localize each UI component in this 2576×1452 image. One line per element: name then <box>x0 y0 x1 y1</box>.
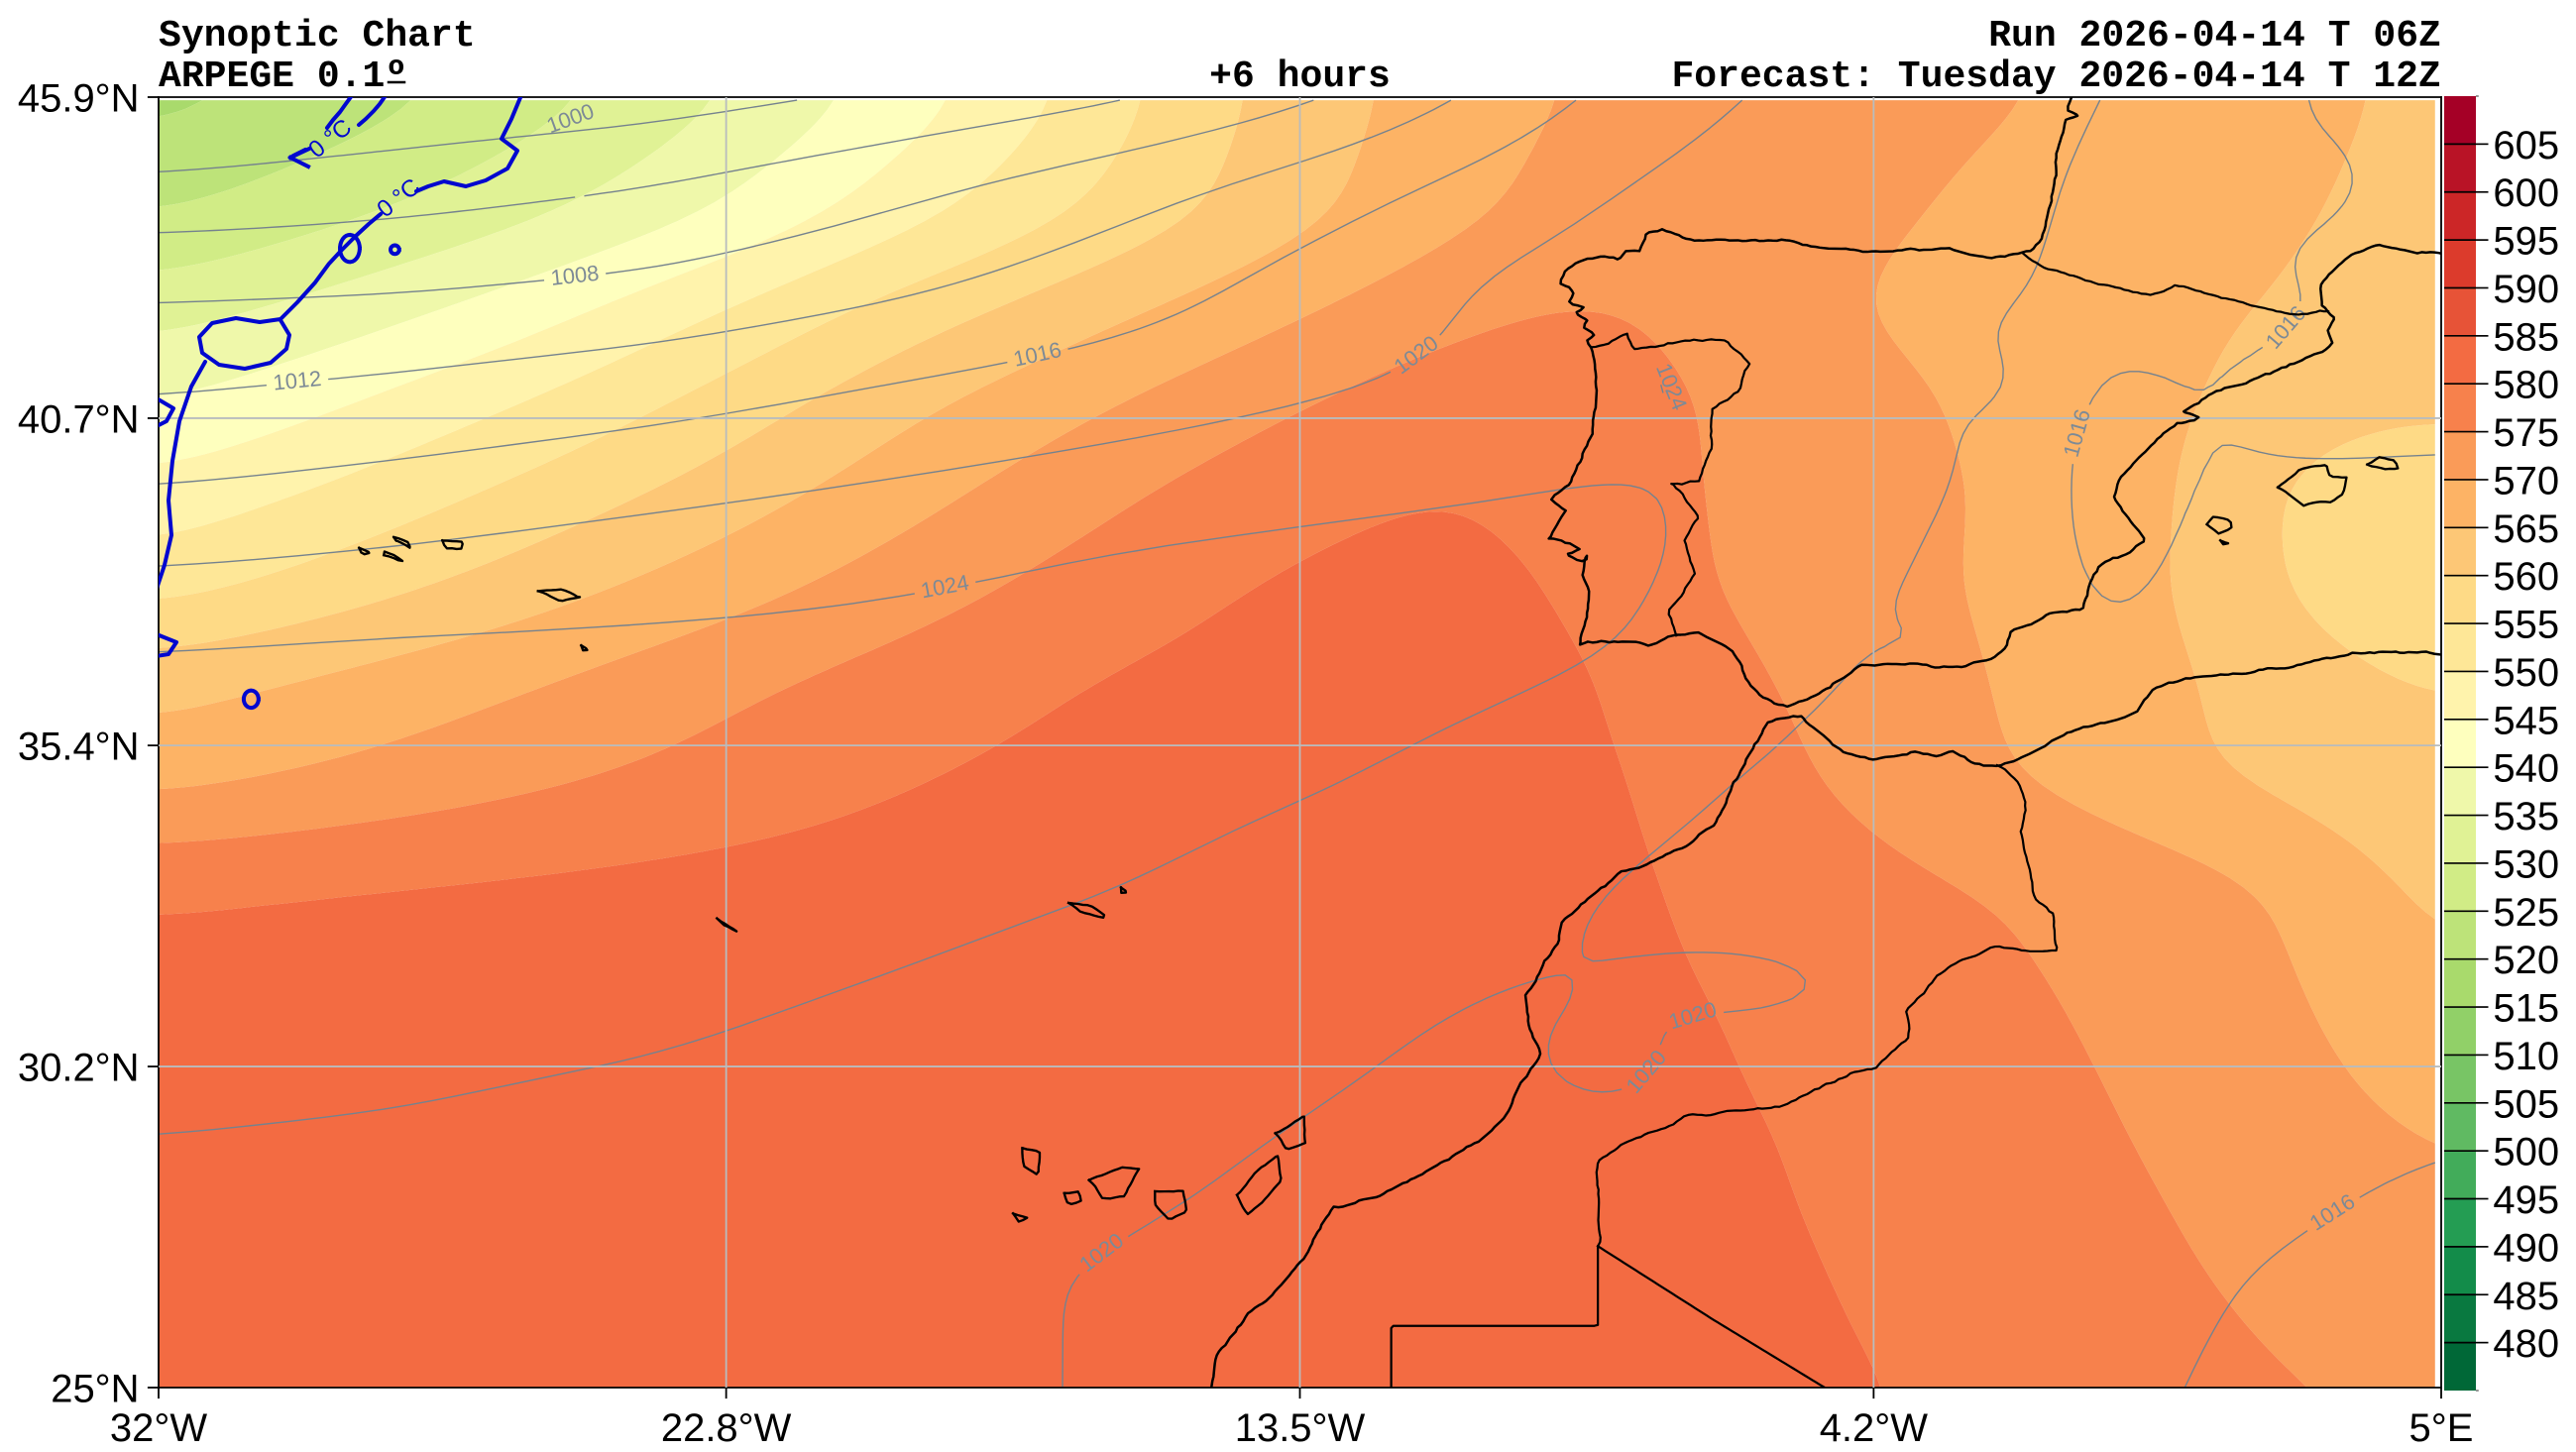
svg-text:1012: 1012 <box>272 366 322 395</box>
svg-text:545: 545 <box>2493 699 2559 742</box>
svg-text:505: 505 <box>2493 1082 2559 1126</box>
svg-text:580: 580 <box>2493 364 2559 407</box>
svg-text:605: 605 <box>2493 124 2559 168</box>
svg-text:480: 480 <box>2493 1322 2559 1366</box>
svg-text:560: 560 <box>2493 555 2559 599</box>
svg-text:595: 595 <box>2493 220 2559 264</box>
svg-text:585: 585 <box>2493 315 2559 359</box>
svg-text:+6 hours: +6 hours <box>1209 56 1391 98</box>
svg-text:600: 600 <box>2493 171 2559 215</box>
svg-text:550: 550 <box>2493 651 2559 695</box>
svg-text:485: 485 <box>2493 1275 2559 1318</box>
svg-text:500: 500 <box>2493 1131 2559 1174</box>
svg-text:590: 590 <box>2493 268 2559 311</box>
svg-text:Synoptic Chart: Synoptic Chart <box>159 15 476 57</box>
svg-text:575: 575 <box>2493 411 2559 455</box>
svg-text:ARPEGE 0.1º: ARPEGE 0.1º <box>159 56 407 98</box>
svg-text:Forecast: Tuesday 2026-04-14 T: Forecast: Tuesday 2026-04-14 T 12Z <box>1671 56 2440 98</box>
svg-text:495: 495 <box>2493 1178 2559 1222</box>
svg-text:525: 525 <box>2493 891 2559 935</box>
svg-text:13.5°W: 13.5°W <box>1235 1406 1366 1450</box>
svg-text:40.7°N: 40.7°N <box>18 397 140 441</box>
svg-text:570: 570 <box>2493 459 2559 503</box>
svg-text:32°W: 32°W <box>110 1406 207 1450</box>
svg-text:30.2°N: 30.2°N <box>18 1047 140 1090</box>
svg-text:22.8°W: 22.8°W <box>661 1406 792 1450</box>
svg-text:555: 555 <box>2493 604 2559 647</box>
svg-text:565: 565 <box>2493 507 2559 551</box>
svg-text:35.4°N: 35.4°N <box>18 726 140 769</box>
svg-text:4.2°W: 4.2°W <box>1820 1406 1929 1450</box>
svg-text:535: 535 <box>2493 795 2559 838</box>
svg-text:490: 490 <box>2493 1226 2559 1270</box>
svg-text:45.9°N: 45.9°N <box>18 76 140 120</box>
svg-text:540: 540 <box>2493 747 2559 791</box>
svg-text:530: 530 <box>2493 842 2559 886</box>
svg-text:520: 520 <box>2493 939 2559 982</box>
svg-text:515: 515 <box>2493 987 2559 1031</box>
svg-text:5°E: 5°E <box>2409 1406 2474 1450</box>
svg-text:Run 2026-04-14 T 06Z: Run 2026-04-14 T 06Z <box>1988 15 2441 57</box>
svg-text:25°N: 25°N <box>51 1367 139 1410</box>
svg-text:1008: 1008 <box>549 261 600 290</box>
svg-text:510: 510 <box>2493 1035 2559 1078</box>
